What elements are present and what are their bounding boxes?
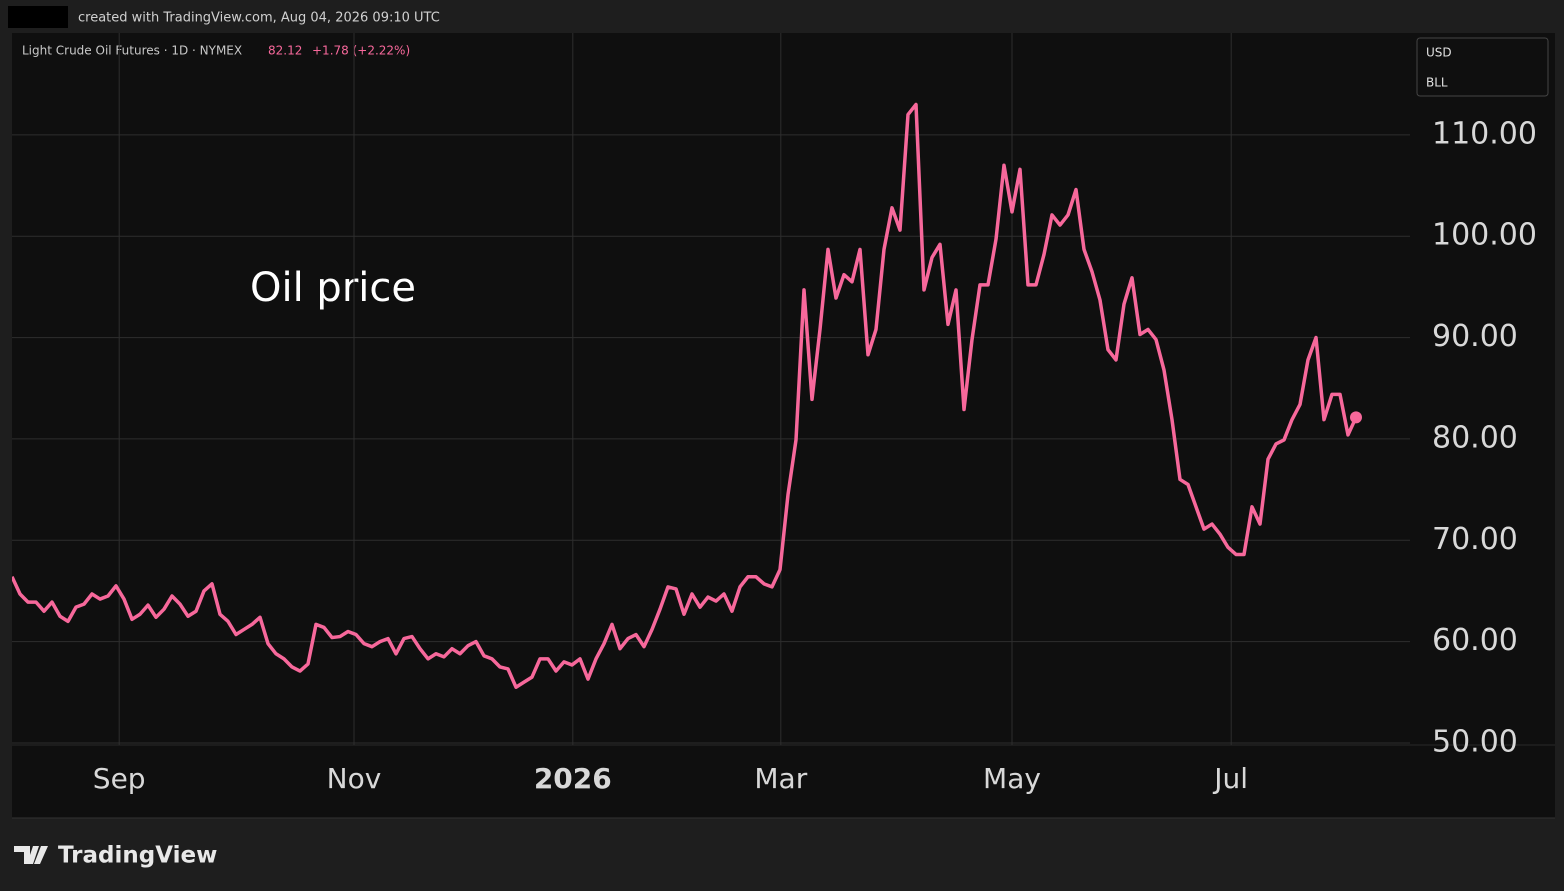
y-tick-label: 100.00 bbox=[1432, 218, 1537, 253]
x-tick-label: Nov bbox=[327, 762, 382, 795]
watermark: created with TradingView.com, Aug 04, 20… bbox=[78, 11, 440, 26]
unit-box bbox=[1416, 37, 1549, 97]
labels: 50.00 60.00 70.00 80.00 90.00 100.00 110.00 Sep… bbox=[93, 116, 1537, 795]
y-tick-label: 110.00 bbox=[1432, 116, 1537, 151]
plot-area bbox=[12, 33, 1555, 818]
y-tick-label: 50.00 bbox=[1432, 724, 1518, 759]
x-tick-label: 2026 bbox=[534, 762, 612, 795]
x-tick-label: May bbox=[983, 762, 1041, 795]
change: +1.78 (+2.22%) bbox=[312, 44, 410, 58]
y-tick-label: 80.00 bbox=[1432, 420, 1518, 455]
unit: BLL bbox=[1426, 76, 1448, 90]
symbol: Light Crude Oil Futures · 1D · NYMEX bbox=[22, 44, 242, 58]
last-point bbox=[1350, 411, 1362, 424]
logo-icon bbox=[14, 846, 48, 864]
annotation: Oil price bbox=[250, 265, 416, 311]
grid bbox=[12, 33, 1410, 745]
x-tick-label: Jul bbox=[1212, 762, 1248, 795]
y-tick-label: 70.00 bbox=[1432, 522, 1518, 557]
x-tick-label: Sep bbox=[93, 762, 146, 795]
y-tick-label: 60.00 bbox=[1432, 623, 1518, 658]
price-line bbox=[12, 102, 1358, 689]
currency: USD bbox=[1426, 46, 1452, 60]
brand-logo: TradingView bbox=[14, 843, 217, 869]
brand: TradingView bbox=[58, 843, 217, 869]
x-tick-label: Mar bbox=[754, 762, 807, 795]
redaction bbox=[8, 6, 68, 28]
y-tick-label: 90.00 bbox=[1432, 319, 1518, 354]
marks bbox=[12, 102, 1362, 689]
last-price: 82.12 bbox=[268, 44, 302, 58]
